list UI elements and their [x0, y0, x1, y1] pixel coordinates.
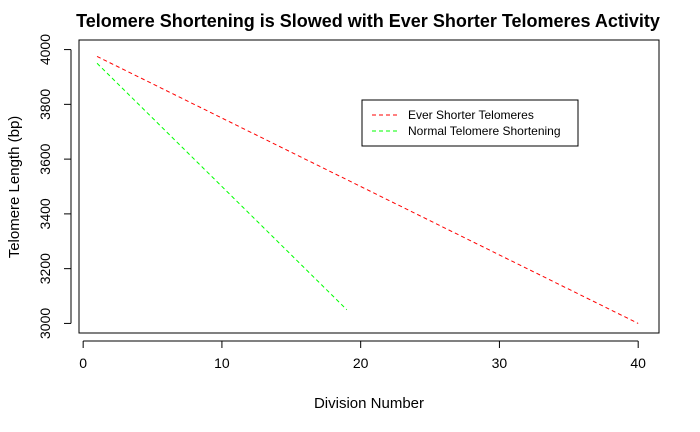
x-tick-label: 0: [79, 355, 87, 371]
x-tick-label: 30: [492, 355, 508, 371]
y-tick-label: 3800: [37, 89, 53, 120]
y-tick-label: 3600: [37, 143, 53, 174]
legend-label: Normal Telomere Shortening: [408, 124, 561, 138]
y-tick-label: 3000: [37, 308, 53, 339]
legend: Ever Shorter Telomeres Normal Telomere Sh…: [361, 99, 579, 147]
x-tick-label: 40: [630, 355, 646, 371]
y-tick-label: 3400: [37, 198, 53, 229]
plot-frame: [78, 39, 660, 334]
y-tick-label: 4000: [37, 34, 53, 65]
y-axis-label: Telomere Length (bp): [6, 116, 23, 259]
legend-label: Ever Shorter Telomeres: [408, 108, 534, 122]
series-line-2: [96, 62, 348, 311]
chart-title: Telomere Shortening is Slowed with Ever …: [76, 11, 660, 31]
x-axis-label: Division Number: [314, 395, 424, 412]
x-axis: 0 10 20 30 40: [79, 340, 646, 371]
x-tick-label: 20: [353, 355, 369, 371]
y-axis: 3000 3200 3400 3600 3800 4000: [37, 34, 72, 339]
legend-box: [361, 99, 579, 147]
series-line-1: [96, 55, 639, 324]
x-tick-label: 10: [214, 355, 230, 371]
series-layer: [96, 55, 639, 324]
y-tick-label: 3200: [37, 253, 53, 284]
